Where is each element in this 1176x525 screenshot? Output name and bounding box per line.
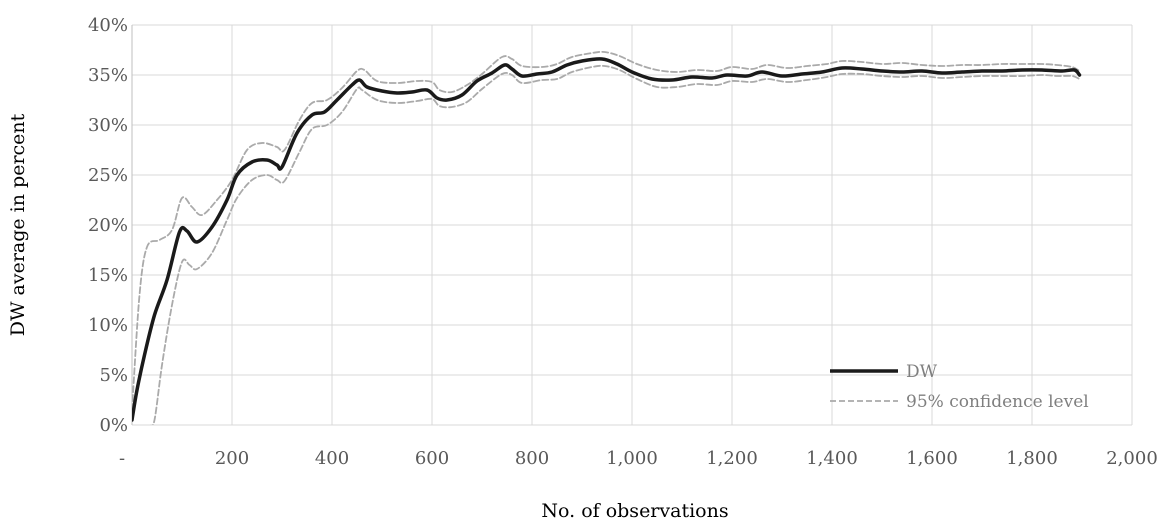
series-line-dw <box>132 57 1082 422</box>
y-tick-label: 40% <box>88 15 128 36</box>
y-tick-label: 15% <box>88 265 128 286</box>
y-tick-label: 5% <box>99 365 128 386</box>
x-tick-label: 1,400 <box>806 448 858 469</box>
x-tick-label: 400 <box>315 448 349 469</box>
legend-label: 95% confidence level <box>906 392 1089 412</box>
x-tick-label: 1,600 <box>906 448 958 469</box>
y-tick-labels: 0% 5% 10% 15% 20% 25% 30% 35% 40% <box>88 15 128 436</box>
x-tick-label: 1,800 <box>1006 448 1058 469</box>
y-tick-label: 25% <box>88 165 128 186</box>
x-tick-label: 1,000 <box>606 448 658 469</box>
y-tick-label: 35% <box>88 65 128 86</box>
series-line-confidence-band <box>132 50 1081 411</box>
x-tick-label: 600 <box>415 448 449 469</box>
x-axis-title: No. of observations <box>541 500 728 522</box>
x-tick-labels: - 200 400 600 800 1,000 1,200 1,400 1,600 1,800 2,… <box>119 448 1158 469</box>
legend: DW 95% confidence level <box>830 362 1089 412</box>
x-tick-label: 800 <box>515 448 549 469</box>
series-lines <box>132 50 1082 425</box>
legend-label: DW <box>906 362 938 382</box>
gridlines <box>131 24 1133 426</box>
y-axis-title: DW average in percent <box>7 113 29 336</box>
y-tick-label: 0% <box>99 415 128 436</box>
x-tick-label: 1,200 <box>706 448 758 469</box>
y-tick-label: 30% <box>88 115 128 136</box>
x-tick-label: 2,000 <box>1106 448 1158 469</box>
x-tick-label: - <box>119 448 125 469</box>
y-tick-label: 20% <box>88 215 128 236</box>
x-tick-label: 200 <box>215 448 249 469</box>
y-tick-label: 10% <box>88 315 128 336</box>
series-line-confidence-band <box>150 64 1081 425</box>
